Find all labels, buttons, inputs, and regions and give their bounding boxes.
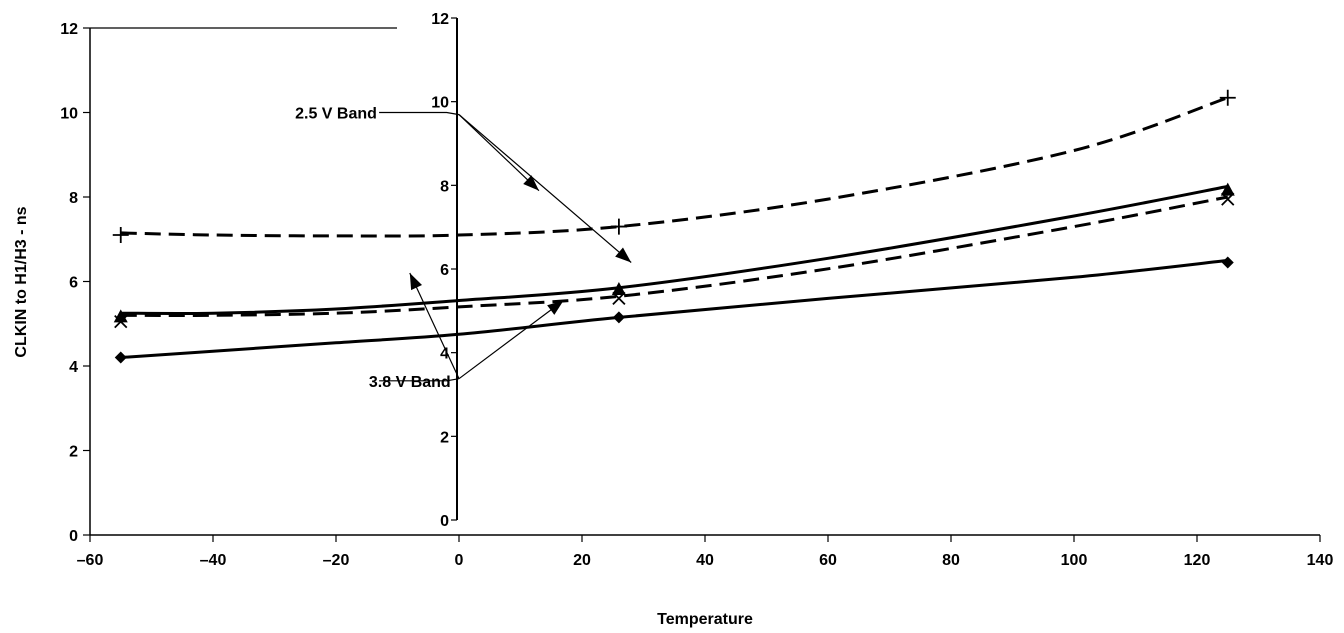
arrowhead [615,247,632,263]
inner-y-tick-label: 4 [440,346,449,363]
triangle-marker [1220,182,1235,196]
x-tick-label: 100 [1061,552,1088,569]
plus-marker [610,218,627,235]
arrow-line [458,114,632,263]
plus-marker [1219,89,1236,106]
annotation-leader [379,111,460,116]
x-tick-label: –60 [77,552,104,569]
series-group [112,89,1236,364]
annotation-2: 3.8 V Band [369,272,564,391]
series-line [120,195,1229,317]
diamond-marker [1221,256,1234,269]
y-tick-label: 4 [69,359,78,376]
x-tick-label: 20 [573,552,591,569]
series-line [120,184,1229,316]
inner-y-tick-label: 10 [431,95,449,112]
x-tick-label: 0 [455,552,464,569]
y-tick-label: 8 [69,190,78,207]
y-tick-label: 2 [69,444,78,461]
x-tick-label: –40 [200,552,227,569]
plus-marker [112,227,129,244]
inner-y-tick-label: 6 [440,262,449,279]
arrowhead [523,175,539,191]
x-tick-label: 40 [696,552,714,569]
annotation-label: 3.8 V Band [369,374,451,391]
annotation-leader [379,378,460,382]
arrow-line [458,114,540,192]
arrow-line [458,300,564,380]
y-tick-label: 6 [69,275,78,292]
x-tick-label: 60 [819,552,837,569]
x-tick-label: –20 [323,552,350,569]
x-tick-label: 120 [1184,552,1211,569]
arrowhead [547,300,564,315]
annotations: 2.5 V Band 3.8 V Band [295,106,632,391]
series-4 [114,256,1234,364]
x-tick-label: 140 [1307,552,1334,569]
x-tick-label: 80 [942,552,960,569]
series-line [120,258,1228,359]
series-2 [113,182,1235,323]
triangle-marker [611,281,626,295]
x-marker [114,315,128,329]
diamond-marker [114,351,127,364]
inner-y-tick-label: 12 [431,11,449,28]
x-marker [1221,192,1235,206]
inner-y-tick-label: 2 [440,429,449,446]
y-tick-label: 0 [69,528,78,545]
x-marker [612,291,626,306]
arrowhead [409,273,422,291]
y-axis-title: CLKIN to H1/H3 - ns [13,206,30,357]
inner-y-tick-label: 0 [440,513,449,530]
axes: –60 –40 –20 0 20 40 60 80 100 120 1400246810120246… [60,11,1333,569]
inner-y-tick-label: 8 [440,178,449,195]
y-tick-label: 12 [60,21,78,38]
diamond-marker [612,311,625,324]
annotation-1: 2.5 V Band [295,106,632,263]
series-3 [114,192,1235,329]
annotation-label: 2.5 V Band [295,106,377,123]
series-1 [112,89,1236,244]
series-line [120,96,1229,238]
y-tick-label: 10 [60,106,78,123]
x-axis-title: Temperature [657,611,753,628]
arrow-line [409,272,460,379]
